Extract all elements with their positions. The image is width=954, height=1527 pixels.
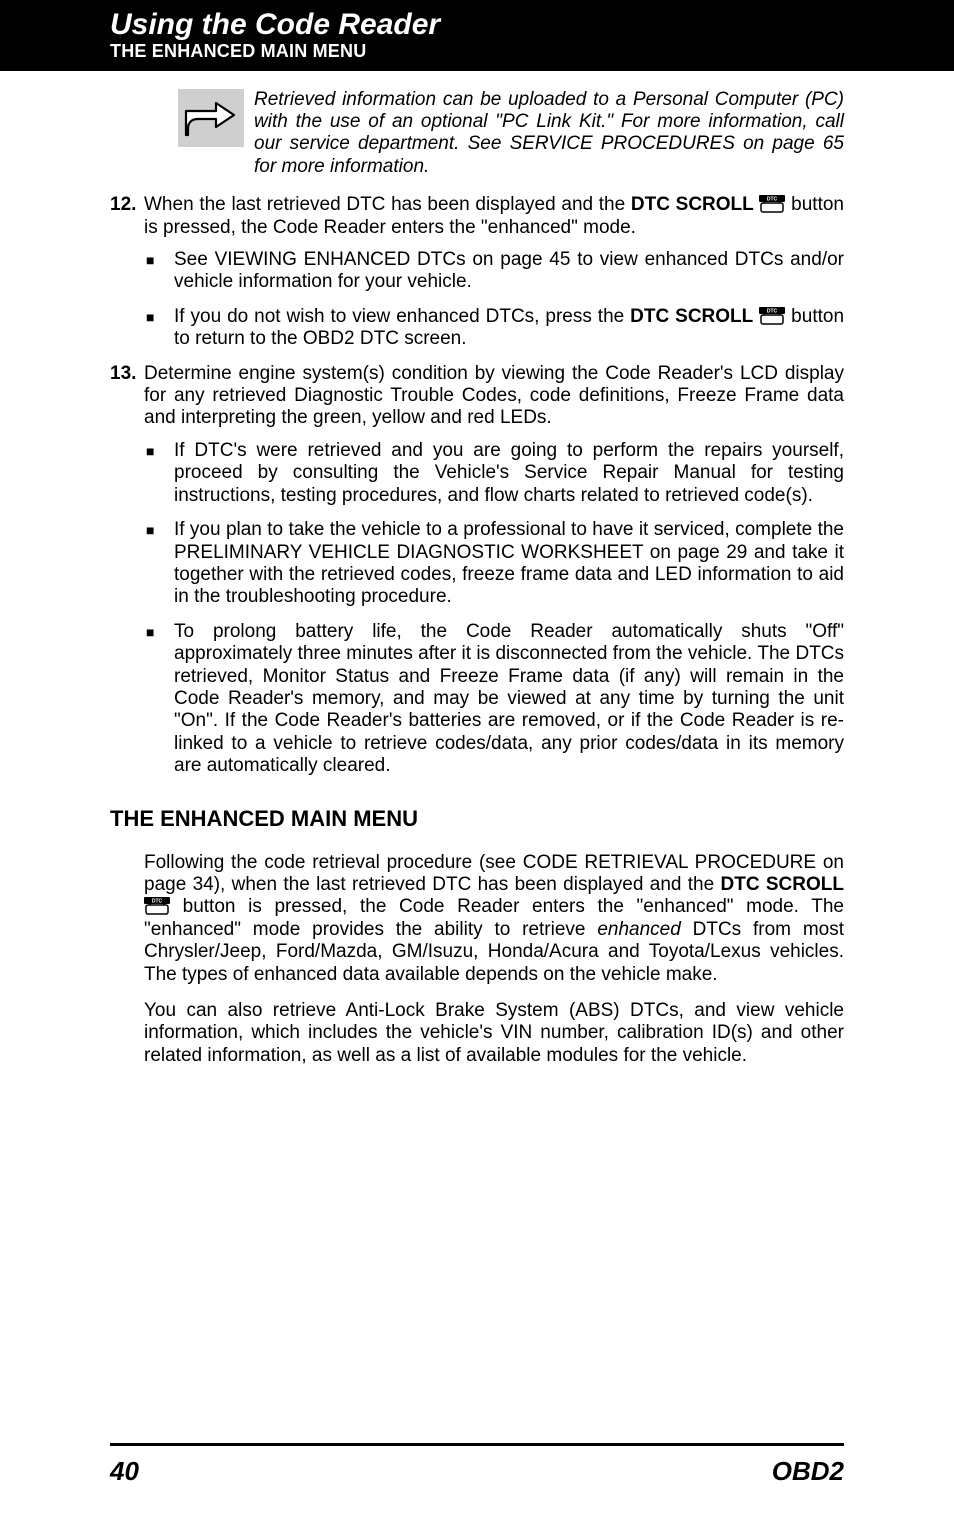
svg-text:DTC: DTC	[152, 899, 163, 905]
bullet-mark-icon: ■	[144, 306, 174, 351]
bullet-mark-icon: ■	[144, 249, 174, 294]
bullet-list-12: ■ See VIEWING ENHANCED DTCs on page 45 t…	[144, 249, 844, 351]
item-number: 13.	[110, 363, 144, 430]
header-bar: Using the Code Reader THE ENHANCED MAIN …	[0, 0, 954, 71]
bold-span: DTC SCROLL	[630, 306, 753, 327]
item-body: Determine engine system(s) condition by …	[144, 363, 844, 430]
svg-text:DTC: DTC	[767, 197, 778, 203]
list-item-12: 12. When the last retrieved DTC has been…	[110, 194, 844, 239]
dtc-scroll-icon: DTC	[144, 897, 170, 915]
text-span: You can also retrieve Anti-Lock Brake Sy…	[144, 1000, 844, 1066]
pointing-hand-icon	[178, 89, 244, 147]
text-span: When the last retrieved DTC has been dis…	[144, 194, 631, 215]
header-subtitle: THE ENHANCED MAIN MENU	[110, 41, 954, 63]
note-text: Retrieved information can be uploaded to…	[254, 89, 844, 179]
bullet-list-13: ■ If DTC's were retrieved and you are go…	[144, 440, 844, 778]
bullet-item: ■ If you do not wish to view enhanced DT…	[144, 306, 844, 351]
svg-text:DTC: DTC	[767, 308, 778, 314]
note-row: Retrieved information can be uploaded to…	[178, 89, 844, 179]
text-span: See VIEWING ENHANCED DTCs on page 45 to …	[174, 249, 844, 292]
section-heading: THE ENHANCED MAIN MENU	[110, 806, 844, 832]
bullet-body: If you plan to take the vehicle to a pro…	[174, 519, 844, 609]
footer: 40 OBD2	[110, 1443, 844, 1487]
bullet-body: If you do not wish to view enhanced DTCs…	[174, 306, 844, 351]
bullet-mark-icon: ■	[144, 440, 174, 507]
paragraph: You can also retrieve Anti-Lock Brake Sy…	[144, 1000, 844, 1067]
header-title: Using the Code Reader	[110, 8, 954, 41]
dtc-scroll-icon: DTC	[759, 195, 785, 213]
bullet-item: ■ To prolong battery life, the Code Read…	[144, 621, 844, 778]
text-span: Determine engine system(s) condition by …	[144, 363, 844, 429]
bullet-item: ■ If you plan to take the vehicle to a p…	[144, 519, 844, 609]
footer-label: OBD2	[772, 1456, 844, 1487]
bullet-body: To prolong battery life, the Code Reader…	[174, 621, 844, 778]
bullet-item: ■ If DTC's were retrieved and you are go…	[144, 440, 844, 507]
list-item-13: 13. Determine engine system(s) condition…	[110, 363, 844, 430]
bold-span: DTC SCROLL	[631, 194, 754, 215]
page-root: Using the Code Reader THE ENHANCED MAIN …	[0, 0, 954, 1527]
italic-span: enhanced	[597, 919, 680, 940]
dtc-scroll-icon: DTC	[759, 307, 785, 325]
bullet-mark-icon: ■	[144, 621, 174, 778]
bullet-body: If DTC's were retrieved and you are goin…	[174, 440, 844, 507]
footer-rule	[110, 1443, 844, 1446]
content-area: Retrieved information can be uploaded to…	[0, 71, 954, 1068]
item-number: 12.	[110, 194, 144, 239]
page-number: 40	[110, 1456, 139, 1487]
bullet-body: See VIEWING ENHANCED DTCs on page 45 to …	[174, 249, 844, 294]
footer-row: 40 OBD2	[110, 1456, 844, 1487]
bullet-item: ■ See VIEWING ENHANCED DTCs on page 45 t…	[144, 249, 844, 294]
bold-span: DTC SCROLL	[721, 874, 844, 895]
bullet-mark-icon: ■	[144, 519, 174, 609]
paragraph: Following the code retrieval procedure (…	[144, 852, 844, 986]
item-body: When the last retrieved DTC has been dis…	[144, 194, 844, 239]
text-span: If you do not wish to view enhanced DTCs…	[174, 306, 630, 327]
